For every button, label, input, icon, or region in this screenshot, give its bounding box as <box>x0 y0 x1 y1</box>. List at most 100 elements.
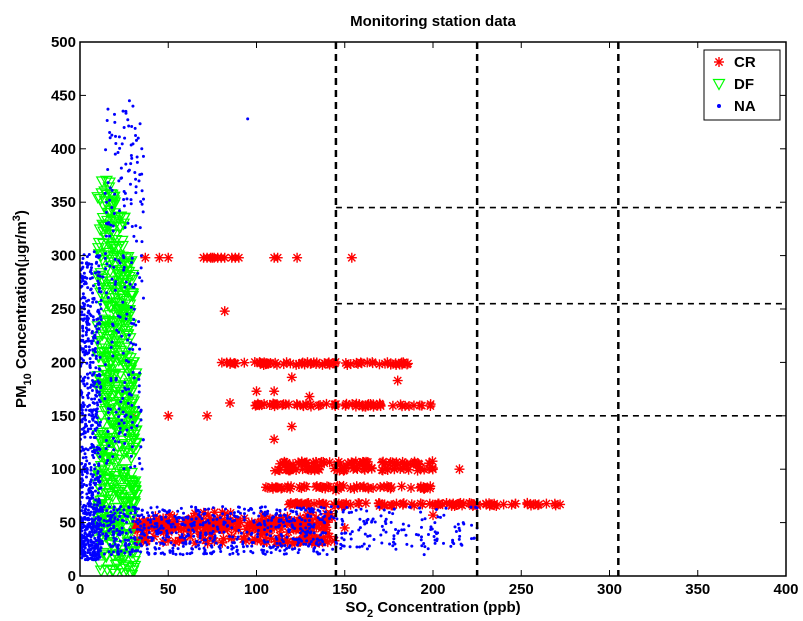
na-point <box>420 518 424 522</box>
na-point <box>140 513 144 517</box>
na-point <box>139 524 143 528</box>
na-point <box>198 514 202 518</box>
na-point <box>121 300 125 304</box>
na-point <box>105 461 109 465</box>
y-tick-label: 150 <box>51 408 76 425</box>
df-point <box>125 274 139 287</box>
na-point <box>94 354 98 358</box>
plot-area <box>80 99 566 576</box>
na-point <box>231 535 235 539</box>
na-point <box>185 552 189 556</box>
na-point <box>92 463 96 467</box>
na-point <box>142 526 146 530</box>
na-point <box>80 542 84 546</box>
na-point <box>85 265 89 269</box>
na-point <box>88 312 92 316</box>
cr-point <box>311 512 322 523</box>
na-point <box>84 418 88 422</box>
df-point <box>119 446 133 459</box>
na-point <box>157 547 161 551</box>
na-point <box>146 535 150 539</box>
na-point <box>142 515 146 519</box>
na-point <box>91 360 95 364</box>
legend-marker-na <box>717 104 721 108</box>
na-point <box>322 506 326 510</box>
na-point <box>423 517 427 521</box>
na-point <box>128 347 132 351</box>
na-point <box>117 407 121 411</box>
na-point <box>170 531 174 535</box>
na-point <box>117 179 121 183</box>
na-point <box>303 519 307 523</box>
cr-point <box>498 499 509 510</box>
na-point <box>108 234 112 238</box>
na-point <box>152 525 156 529</box>
na-point <box>80 317 84 321</box>
legend: CR DF NA <box>703 49 781 121</box>
na-point <box>95 317 99 321</box>
na-point <box>126 338 130 342</box>
na-point <box>123 433 127 437</box>
na-point <box>101 509 105 513</box>
na-point <box>384 522 388 526</box>
y-tick-label: 500 <box>51 34 76 51</box>
na-point <box>106 524 110 528</box>
na-point <box>97 372 101 376</box>
cr-point <box>272 252 283 263</box>
na-point <box>136 271 140 275</box>
na-point <box>301 529 305 533</box>
na-point <box>88 371 92 375</box>
na-point <box>82 482 86 486</box>
df-point <box>115 387 129 400</box>
na-point <box>83 452 87 456</box>
na-point <box>215 517 219 521</box>
na-point <box>124 547 128 551</box>
na-point <box>181 522 185 526</box>
na-point <box>235 545 239 549</box>
df-point <box>124 452 138 465</box>
df-point <box>94 410 108 423</box>
cr-point <box>216 357 227 368</box>
na-point <box>135 424 139 428</box>
na-point <box>114 376 118 380</box>
na-point <box>129 511 133 515</box>
na-point <box>366 534 370 538</box>
na-point <box>108 186 112 190</box>
y-tick-label: 200 <box>51 354 76 371</box>
na-point <box>159 551 163 555</box>
cr-point <box>425 483 436 494</box>
na-point <box>111 533 115 537</box>
na-point <box>129 198 133 202</box>
na-point <box>141 154 145 158</box>
na-point <box>83 341 87 345</box>
na-point <box>138 461 142 465</box>
cr-point <box>269 401 280 412</box>
na-point <box>116 547 120 551</box>
na-point <box>124 541 128 545</box>
na-point <box>87 262 91 266</box>
na-point <box>128 552 132 556</box>
na-point <box>252 519 256 523</box>
df-point <box>102 177 116 190</box>
na-point <box>105 119 109 123</box>
na-point <box>82 516 86 520</box>
df-point <box>106 316 120 329</box>
na-point <box>377 505 381 509</box>
na-point <box>135 543 139 547</box>
na-point <box>167 535 171 539</box>
na-point <box>283 508 287 512</box>
na-point <box>91 348 95 352</box>
na-point <box>316 552 320 556</box>
cr-point <box>397 401 408 412</box>
na-point <box>222 520 226 524</box>
cr-point <box>406 482 417 493</box>
na-point <box>123 136 127 140</box>
cr-point <box>454 464 465 475</box>
na-point <box>137 377 141 381</box>
na-point <box>339 546 343 550</box>
na-point <box>108 517 112 521</box>
na-point <box>96 478 100 482</box>
df-point <box>112 454 126 467</box>
na-point <box>101 275 105 279</box>
na-point <box>198 540 202 544</box>
